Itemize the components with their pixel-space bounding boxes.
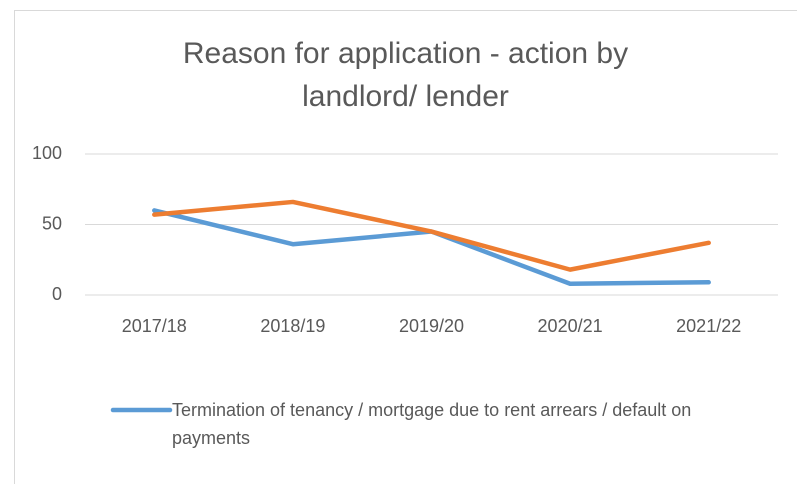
y-tick-label: 50 — [42, 213, 62, 233]
series-line — [152, 208, 711, 286]
y-tick-label: 100 — [32, 143, 62, 163]
legend-label: Termination of tenancy / mortgage due to… — [172, 400, 692, 448]
x-tick-label: 2018/19 — [260, 316, 325, 336]
series-line — [152, 199, 711, 272]
x-tick-label: 2020/21 — [538, 316, 603, 336]
chart-border — [14, 10, 797, 484]
chart-title: Reason for application - action by landl… — [182, 37, 629, 113]
x-tick-label: 2021/22 — [676, 316, 741, 336]
x-tick-label: 2017/18 — [122, 316, 187, 336]
x-tick-label: 2019/20 — [399, 316, 464, 336]
y-tick-label: 0 — [52, 284, 62, 304]
chart-title-box: Reason for application - action by landl… — [14, 32, 797, 118]
